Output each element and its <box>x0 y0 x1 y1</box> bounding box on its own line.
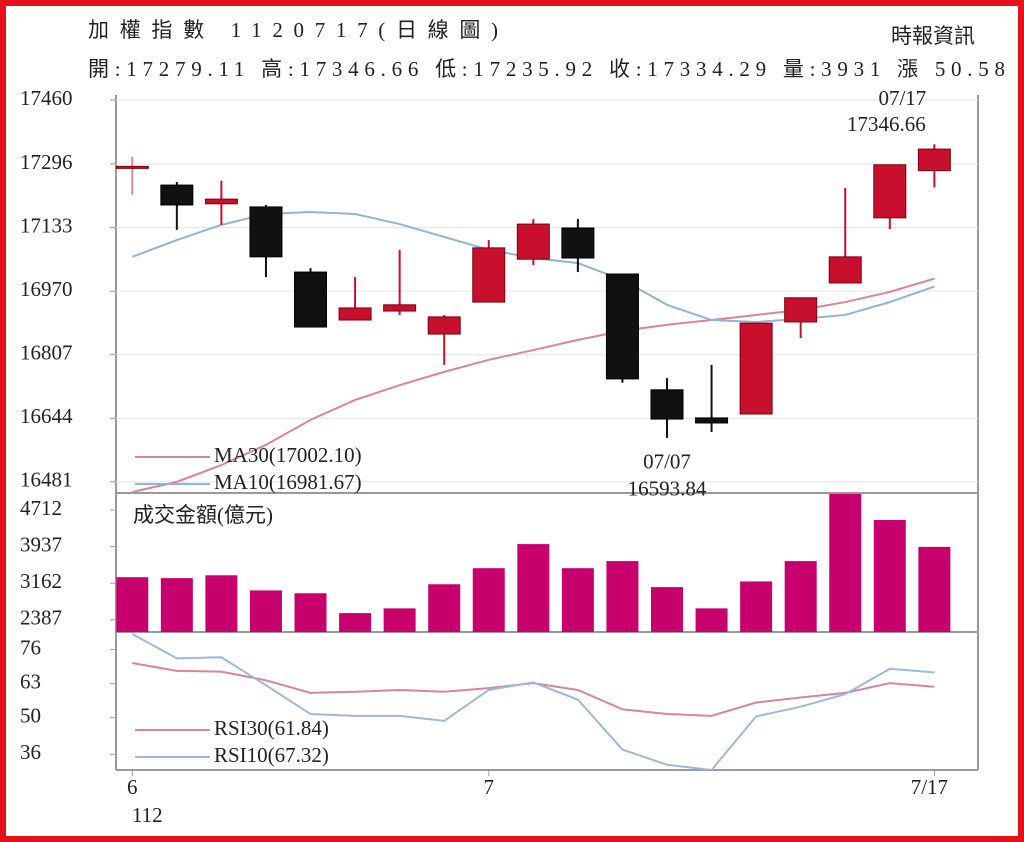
x-tick-label: 7/17 <box>911 775 948 799</box>
annotation-date: 07/07 <box>643 450 691 474</box>
bar <box>205 575 238 632</box>
bar <box>472 568 505 632</box>
bar <box>116 577 149 632</box>
legend-label: MA30(17002.10) <box>214 443 362 467</box>
y-tick-label: 3162 <box>20 569 62 593</box>
y-tick-label: 16481 <box>20 468 73 492</box>
candle-body <box>873 164 907 219</box>
bar <box>428 584 461 632</box>
bar <box>606 561 639 632</box>
candle-body <box>472 247 506 303</box>
bar <box>294 593 327 632</box>
bar <box>695 608 728 632</box>
x-tick-label: 7 <box>484 775 495 799</box>
bar <box>740 581 773 632</box>
candle-body <box>249 206 283 258</box>
source: 時報資訊 <box>891 24 975 48</box>
y-tick-label: 16807 <box>20 341 73 365</box>
y-tick-label: 50 <box>20 704 41 728</box>
y-tick-label: 63 <box>20 670 41 694</box>
legend-label: RSI10(67.32) <box>214 743 329 767</box>
candle-body <box>294 271 328 328</box>
candle-body <box>695 417 729 424</box>
chart-title: 加權指數 1120717(日線圖) <box>88 18 498 42</box>
candle-body <box>784 297 818 323</box>
bar <box>249 590 282 632</box>
rsi-line <box>131 633 935 770</box>
y-tick-label: 16644 <box>20 404 73 428</box>
bar <box>918 546 951 632</box>
candle-body <box>516 223 550 260</box>
candle-body <box>427 316 461 335</box>
bar <box>829 494 862 632</box>
bar <box>517 544 550 632</box>
legend-label: RSI30(61.84) <box>214 716 329 740</box>
bar <box>873 519 906 632</box>
y-tick-label: 17133 <box>20 213 73 237</box>
bar <box>383 608 416 632</box>
candle-body <box>828 256 862 284</box>
y-tick-label: 2387 <box>20 606 62 630</box>
legend-label: MA10(16981.67) <box>214 470 362 494</box>
y-tick-label: 17296 <box>20 150 73 174</box>
candle-body <box>338 307 372 321</box>
y-tick-label: 36 <box>20 740 41 764</box>
bar <box>784 561 817 632</box>
annotation-value: 16593.84 <box>628 477 707 501</box>
candle-body <box>561 227 595 259</box>
candle-body <box>739 322 773 415</box>
x-sublabel: 112 <box>132 803 163 827</box>
bar <box>651 587 683 632</box>
bar <box>561 568 594 632</box>
annotation-date: 07/17 <box>878 86 926 110</box>
candle-body <box>160 184 194 206</box>
candle-body <box>383 304 417 312</box>
candle-body <box>917 148 951 172</box>
candle-body <box>115 165 149 169</box>
candle-body <box>204 198 238 205</box>
y-tick-label: 76 <box>20 636 41 660</box>
y-tick-label: 16970 <box>20 277 73 301</box>
bar <box>160 578 193 632</box>
y-tick-label: 4712 <box>20 496 62 520</box>
y-tick-label: 3937 <box>20 532 62 556</box>
candle-body <box>650 389 684 420</box>
annotation-value: 17346.66 <box>847 112 926 136</box>
bar <box>339 613 372 632</box>
x-tick-label: 6 <box>127 775 138 799</box>
y-tick-label: 17460 <box>20 86 73 110</box>
panel-title: 成交金額(億元) <box>133 503 273 527</box>
candle-body <box>605 273 639 380</box>
